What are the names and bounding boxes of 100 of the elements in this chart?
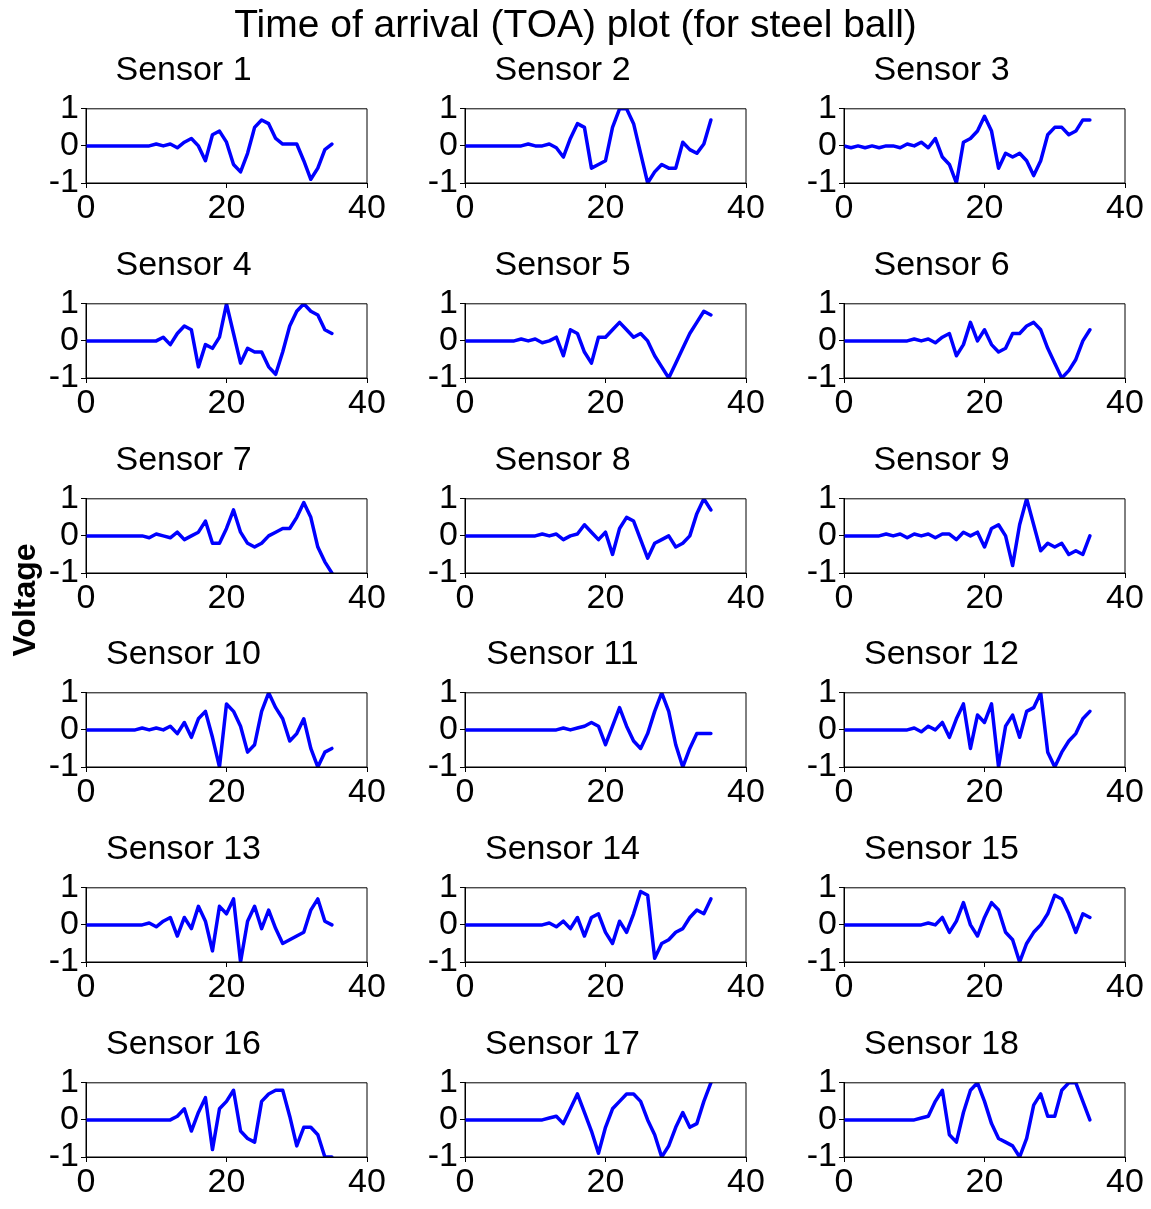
x-tick-label: 20	[586, 1160, 625, 1199]
y-tick-label: 0	[60, 124, 79, 163]
y-tick-label: 1	[818, 477, 837, 516]
x-tick-label: 40	[727, 186, 765, 225]
chart-title: Sensor 7	[115, 438, 252, 477]
y-tick-label: 0	[818, 514, 837, 553]
x-tick-label: 40	[1106, 770, 1144, 809]
x-tick-label: 40	[1106, 576, 1144, 615]
chart-title: Sensor 2	[494, 48, 631, 87]
y-tick-label: 1	[60, 671, 79, 710]
y-tick-label: 1	[439, 477, 458, 516]
x-tick-label: 40	[1106, 186, 1144, 225]
x-tick-label: 20	[207, 576, 246, 615]
y-tick-label: -1	[48, 745, 79, 784]
x-tick-label: 40	[727, 381, 765, 420]
x-tick-label: 20	[965, 576, 1004, 615]
y-tick-label: 0	[818, 903, 837, 942]
x-tick-label: 40	[727, 770, 765, 809]
text: Time of arrival (TOA) plot (for steel ball)	[233, 1, 918, 47]
y-tick-label: 1	[439, 866, 458, 905]
y-tick-label: 1	[818, 671, 837, 710]
y-tick-label: 0	[818, 708, 837, 747]
y-tick-label: 0	[439, 903, 458, 942]
x-tick-label: 40	[727, 576, 765, 615]
chart-title: Sensor 12	[864, 632, 1019, 671]
y-tick-label: -1	[48, 551, 79, 590]
x-tick-label: 20	[207, 1160, 246, 1199]
x-tick-label: 40	[1106, 1160, 1144, 1199]
y-tick-label: 1	[439, 87, 458, 126]
y-tick-label: -1	[48, 161, 79, 200]
y-tick-label: -1	[427, 356, 458, 395]
x-tick-label: 20	[586, 381, 625, 420]
y-tick-label: 1	[818, 282, 837, 321]
y-tick-label: 0	[439, 124, 458, 163]
x-tick-label: 40	[348, 965, 386, 1004]
y-tick-label: -1	[48, 356, 79, 395]
chart-title: Sensor 8	[494, 438, 631, 477]
chart-title: Sensor 17	[485, 1022, 640, 1061]
y-tick-label: -1	[806, 161, 837, 200]
y-tick-label: -1	[48, 940, 79, 979]
y-tick-label: -1	[427, 161, 458, 200]
x-tick-label: 40	[348, 381, 386, 420]
y-tick-label: 0	[60, 1098, 79, 1137]
y-tick-label: -1	[427, 745, 458, 784]
y-tick-label: -1	[806, 745, 837, 784]
x-tick-label: 20	[586, 965, 625, 1004]
y-tick-label: -1	[806, 1135, 837, 1174]
y-tick-label: 0	[439, 1098, 458, 1137]
x-tick-label: 20	[586, 770, 625, 809]
x-tick-label: 20	[965, 1160, 1004, 1199]
chart-title: Sensor 11	[486, 632, 639, 671]
y-tick-label: -1	[427, 940, 458, 979]
x-tick-label: 20	[965, 965, 1004, 1004]
y-tick-label: 0	[439, 319, 458, 358]
y-tick-label: -1	[806, 356, 837, 395]
y-tick-label: -1	[806, 940, 837, 979]
y-tick-label: 1	[439, 1061, 458, 1100]
x-tick-label: 40	[348, 1160, 386, 1199]
y-tick-label: 1	[439, 671, 458, 710]
y-tick-label: 1	[818, 1061, 837, 1100]
x-tick-label: 40	[348, 186, 386, 225]
y-tick-label: 1	[60, 477, 79, 516]
y-tick-label: 0	[818, 124, 837, 163]
chart-title: Sensor 13	[106, 827, 261, 866]
y-tick-label: 0	[818, 319, 837, 358]
y-tick-label: 0	[60, 514, 79, 553]
x-tick-label: 20	[965, 381, 1004, 420]
x-tick-label: 20	[965, 770, 1004, 809]
chart-title: Sensor 18	[864, 1022, 1019, 1061]
y-tick-label: -1	[427, 551, 458, 590]
y-tick-label: -1	[427, 1135, 458, 1174]
chart-title: Sensor 6	[873, 243, 1010, 282]
y-tick-label: 1	[818, 87, 837, 126]
y-tick-label: 0	[439, 514, 458, 553]
x-tick-label: 20	[586, 576, 625, 615]
y-tick-label: 0	[439, 708, 458, 747]
y-tick-label: 0	[60, 708, 79, 747]
chart-title: Sensor 4	[115, 243, 252, 282]
x-tick-label: 20	[207, 381, 246, 420]
chart-title: Sensor 9	[873, 438, 1010, 477]
x-tick-label: 40	[348, 770, 386, 809]
x-tick-label: 20	[965, 186, 1004, 225]
y-tick-label: 0	[60, 903, 79, 942]
y-tick-label: 1	[60, 87, 79, 126]
chart-title: Sensor 3	[873, 48, 1010, 87]
chart-title: Sensor 14	[485, 827, 640, 866]
x-tick-label: 20	[586, 186, 625, 225]
x-tick-label: 40	[348, 576, 386, 615]
x-tick-label: 20	[207, 965, 246, 1004]
x-tick-label: 40	[727, 1160, 765, 1199]
y-tick-label: -1	[806, 551, 837, 590]
chart-title: Sensor 16	[106, 1022, 261, 1061]
y-tick-label: 1	[439, 282, 458, 321]
x-tick-label: 40	[1106, 965, 1144, 1004]
x-tick-label: 40	[1106, 381, 1144, 420]
y-tick-label: 1	[818, 866, 837, 905]
chart-title: Sensor 10	[106, 632, 261, 671]
y-tick-label: 0	[818, 1098, 837, 1137]
y-tick-label: 1	[60, 866, 79, 905]
y-tick-label: -1	[48, 1135, 79, 1174]
